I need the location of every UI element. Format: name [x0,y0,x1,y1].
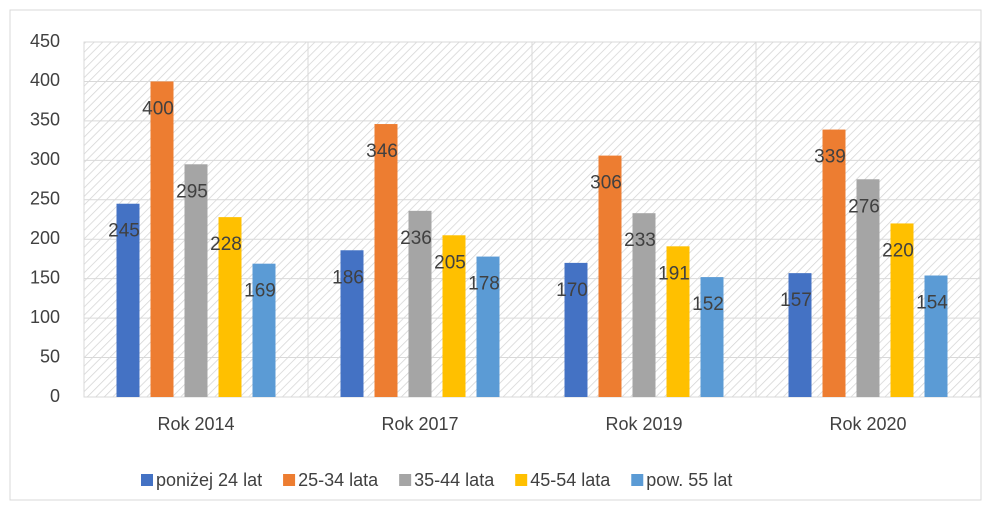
legend-swatch [283,474,296,486]
bar [442,235,466,397]
legend-label: 35-44 lata [414,470,495,490]
data-label: 178 [468,274,500,295]
legend-swatch [631,474,644,486]
x-tick-label: Rok 2019 [605,414,682,434]
data-label: 205 [434,252,466,273]
bar [856,179,880,397]
bar [408,210,432,397]
legend-swatch [515,474,528,486]
bar [252,263,276,397]
legend-label: poniżej 24 lat [156,470,262,490]
data-label: 191 [658,263,690,284]
bar [598,155,622,397]
bar [340,250,364,397]
data-label: 220 [882,240,914,261]
bar [116,203,140,397]
y-tick-label: 200 [30,228,60,248]
data-label: 152 [692,294,724,315]
bar [924,275,948,397]
legend-swatch [399,474,412,486]
data-label: 245 [108,221,140,242]
bar [700,277,724,397]
y-tick-label: 150 [30,267,60,287]
bar [184,164,208,397]
data-label: 228 [210,234,242,255]
bar [890,223,914,397]
x-tick-label: Rok 2017 [381,414,458,434]
x-tick-label: Rok 2020 [829,414,906,434]
legend-label: pow. 55 lat [646,470,732,490]
bar [564,262,588,397]
x-tick-label: Rok 2014 [157,414,234,434]
bar [218,217,242,397]
y-tick-label: 100 [30,307,60,327]
data-label: 276 [848,196,880,217]
data-label: 154 [916,293,948,314]
bar [632,213,656,397]
data-label: 169 [244,281,276,302]
bar [822,129,846,398]
data-label: 233 [624,230,656,251]
data-label: 400 [142,98,174,119]
bar [666,246,690,397]
y-tick-label: 300 [30,149,60,169]
y-tick-label: 350 [30,110,60,130]
data-label: 306 [590,173,622,194]
data-label: 295 [176,181,208,202]
bar [374,124,398,398]
y-tick-label: 400 [30,70,60,90]
data-label: 236 [400,228,432,249]
data-label: 157 [780,290,812,311]
data-label: 339 [814,147,846,168]
data-label: 346 [366,141,398,162]
bar [788,273,812,397]
legend-label: 45-54 lata [530,470,611,490]
y-tick-label: 250 [30,189,60,209]
y-tick-label: 50 [40,346,60,366]
y-tick-label: 450 [30,31,60,51]
data-label: 186 [332,267,364,288]
legend-label: 25-34 lata [298,470,379,490]
bar [150,81,174,397]
bar [476,256,500,397]
data-label: 170 [556,280,588,301]
y-tick-label: 0 [50,386,60,406]
legend-swatch [141,474,153,486]
